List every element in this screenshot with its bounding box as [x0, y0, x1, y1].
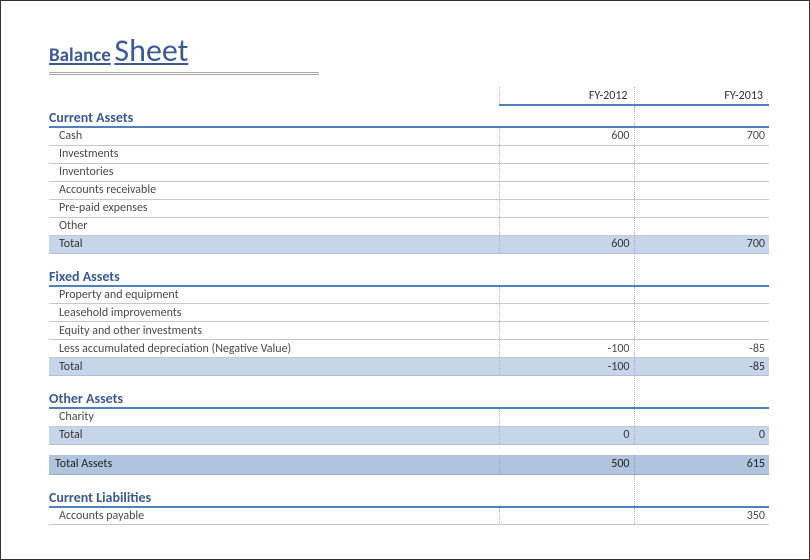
- table-row: Accounts payable 350: [49, 507, 769, 525]
- table-row: Charity: [49, 408, 769, 426]
- title-underline: [49, 72, 319, 75]
- total-assets-row: Total Assets 500 615: [49, 454, 769, 474]
- section-other-assets: Other Assets: [49, 376, 769, 409]
- page-title: Balance Sheet: [49, 31, 769, 75]
- column-header-y2: FY-2013: [634, 87, 769, 105]
- table-row: Inventories: [49, 163, 769, 181]
- section-current-liabilities: Current Liabilities: [49, 474, 769, 507]
- column-header-row: FY-2012 FY-2013: [49, 87, 769, 105]
- section-current-assets: Current Assets: [49, 105, 769, 127]
- balance-sheet-table: FY-2012 FY-2013 Current Assets Cash 600 …: [49, 87, 769, 525]
- column-header-y1: FY-2012: [499, 87, 634, 105]
- section-total-row: Total -100 -85: [49, 358, 769, 376]
- title-word-2: Sheet: [114, 31, 188, 70]
- table-row: Equity and other investments: [49, 322, 769, 340]
- table-row: Pre-paid expenses: [49, 199, 769, 217]
- table-row: Other: [49, 217, 769, 235]
- section-fixed-assets: Fixed Assets: [49, 253, 769, 286]
- table-row: Investments: [49, 145, 769, 163]
- section-total-row: Total 600 700: [49, 235, 769, 253]
- table-row: Accounts receivable: [49, 181, 769, 199]
- section-total-row: Total 0 0: [49, 426, 769, 444]
- title-word-1: Balance: [49, 44, 111, 67]
- table-row: Leasehold improvements: [49, 304, 769, 322]
- table-row: Less accumulated depreciation (Negative …: [49, 340, 769, 358]
- table-row: Property and equipment: [49, 286, 769, 304]
- table-row: Cash 600 700: [49, 127, 769, 145]
